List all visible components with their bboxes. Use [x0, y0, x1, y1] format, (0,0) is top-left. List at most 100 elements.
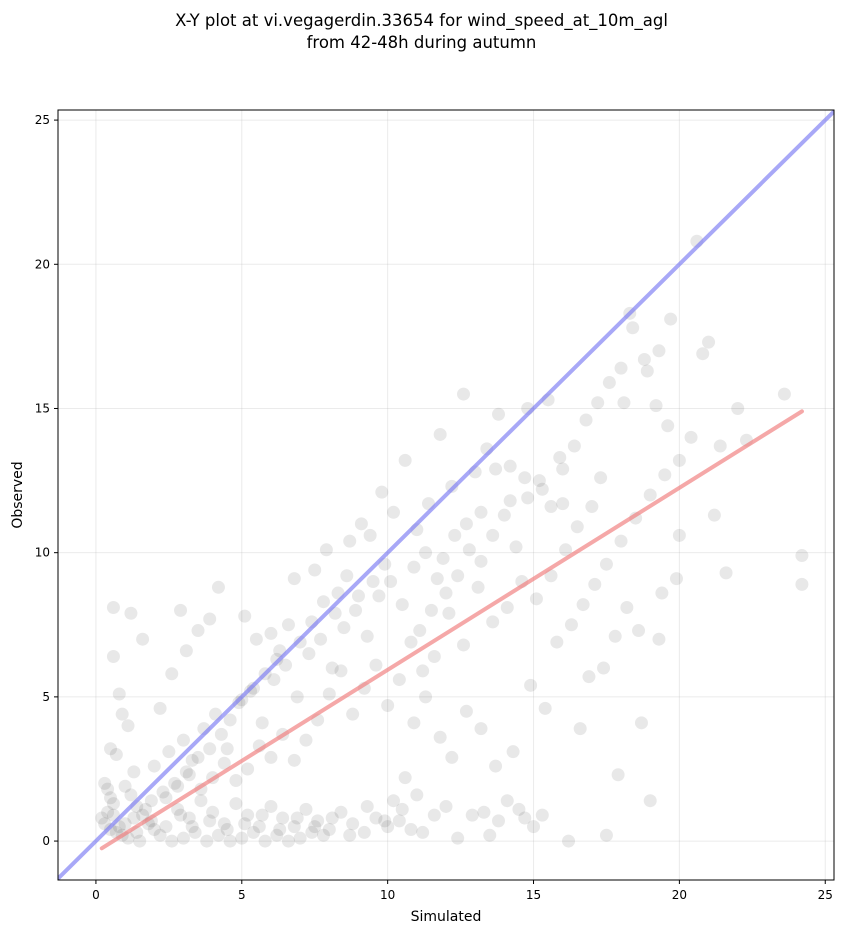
data-point-133: [567, 439, 581, 453]
data-point-4: [112, 687, 126, 701]
data-point-77: [290, 690, 304, 704]
data-point-181: [381, 699, 395, 713]
data-point-268: [518, 811, 532, 825]
data-point-153: [719, 566, 733, 580]
data-point-56: [311, 814, 325, 828]
data-point-53: [276, 811, 290, 825]
data-point-271: [597, 661, 611, 675]
data-point-266: [483, 828, 497, 842]
data-point-289: [436, 551, 450, 565]
data-point-251: [203, 814, 217, 828]
data-point-55: [299, 802, 313, 816]
data-point-207: [643, 488, 657, 502]
data-point-252: [220, 823, 234, 837]
data-point-231: [246, 681, 260, 695]
data-point-14: [101, 805, 115, 819]
data-point-136: [602, 376, 616, 390]
data-point-122: [439, 586, 453, 600]
data-point-99: [264, 626, 278, 640]
data-point-87: [407, 560, 421, 574]
data-point-255: [273, 823, 287, 837]
x-tick-label-2: 10: [380, 888, 395, 902]
data-point-279: [559, 543, 573, 557]
data-point-288: [448, 528, 462, 542]
data-point-227: [293, 635, 307, 649]
data-point-78: [302, 647, 316, 661]
data-point-162: [512, 802, 526, 816]
data-point-265: [465, 808, 479, 822]
data-point-39: [281, 834, 295, 848]
data-point-76: [279, 658, 293, 672]
data-point-20: [118, 779, 132, 793]
data-point-74: [255, 716, 269, 730]
data-point-32: [200, 834, 214, 848]
data-point-49: [229, 797, 243, 811]
data-point-90: [153, 701, 167, 715]
data-point-10: [98, 776, 112, 790]
data-point-198: [182, 768, 196, 782]
data-point-52: [264, 799, 278, 813]
data-point-60: [357, 825, 371, 839]
data-point-264: [439, 799, 453, 813]
data-point-275: [632, 624, 646, 638]
data-point-23: [136, 808, 150, 822]
x-axis-label: Simulated: [411, 909, 482, 925]
axis-ticks: 0 5 10 15 20 25 0 5 10 15 20 25: [35, 113, 833, 902]
data-point-170: [538, 701, 552, 715]
plot-frame: [57, 109, 835, 881]
data-point-249: [174, 808, 188, 822]
data-point-6: [121, 719, 135, 733]
x-tick-label-5: 25: [818, 888, 833, 902]
data-point-238: [168, 776, 182, 790]
data-point-189: [287, 753, 301, 767]
data-point-156: [634, 716, 648, 730]
data-point-25: [147, 823, 161, 837]
data-point-256: [290, 811, 304, 825]
data-point-138: [626, 321, 640, 335]
data-point-126: [486, 528, 500, 542]
grid-lines: [58, 110, 834, 880]
data-point-273: [608, 629, 622, 643]
data-point-159: [599, 828, 613, 842]
data-point-161: [527, 820, 541, 834]
data-point-186: [322, 687, 336, 701]
data-point-129: [521, 491, 535, 505]
data-point-221: [366, 575, 380, 589]
data-point-180: [392, 673, 406, 687]
data-point-294: [652, 344, 666, 358]
data-point-297: [556, 497, 570, 511]
data-point-178: [419, 690, 433, 704]
data-point-213: [486, 615, 500, 629]
data-point-84: [372, 589, 386, 603]
data-point-98: [249, 632, 263, 646]
data-point-85: [384, 575, 398, 589]
data-point-163: [492, 814, 506, 828]
data-point-176: [445, 750, 459, 764]
data-point-292: [664, 312, 678, 326]
data-point-185: [334, 664, 348, 678]
data-point-193: [241, 762, 255, 776]
data-point-235: [203, 742, 217, 756]
data-point-205: [614, 534, 628, 548]
data-point-141: [661, 419, 675, 433]
data-point-150: [795, 549, 809, 563]
data-point-286: [474, 505, 488, 519]
data-point-89: [430, 572, 444, 586]
data-point-108: [375, 485, 389, 499]
data-point-95: [211, 580, 225, 594]
data-point-237: [179, 765, 193, 779]
data-points: [95, 234, 809, 848]
data-point-243: [118, 817, 132, 831]
data-point-169: [386, 794, 400, 808]
data-point-88: [419, 546, 433, 560]
data-point-210: [529, 592, 543, 606]
data-point-30: [176, 831, 190, 845]
data-point-188: [299, 733, 313, 747]
data-point-201: [564, 618, 578, 632]
data-point-130: [532, 474, 546, 488]
data-point-46: [194, 794, 208, 808]
data-point-295: [617, 396, 631, 410]
chart-title-line-1: X-Y plot at vi.vegagerdin.33654 for wind…: [175, 11, 668, 30]
data-point-277: [585, 500, 599, 514]
data-point-82: [349, 603, 363, 617]
